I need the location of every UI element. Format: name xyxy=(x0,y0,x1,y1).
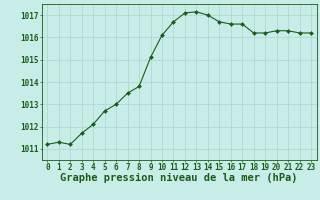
X-axis label: Graphe pression niveau de la mer (hPa): Graphe pression niveau de la mer (hPa) xyxy=(60,173,298,183)
